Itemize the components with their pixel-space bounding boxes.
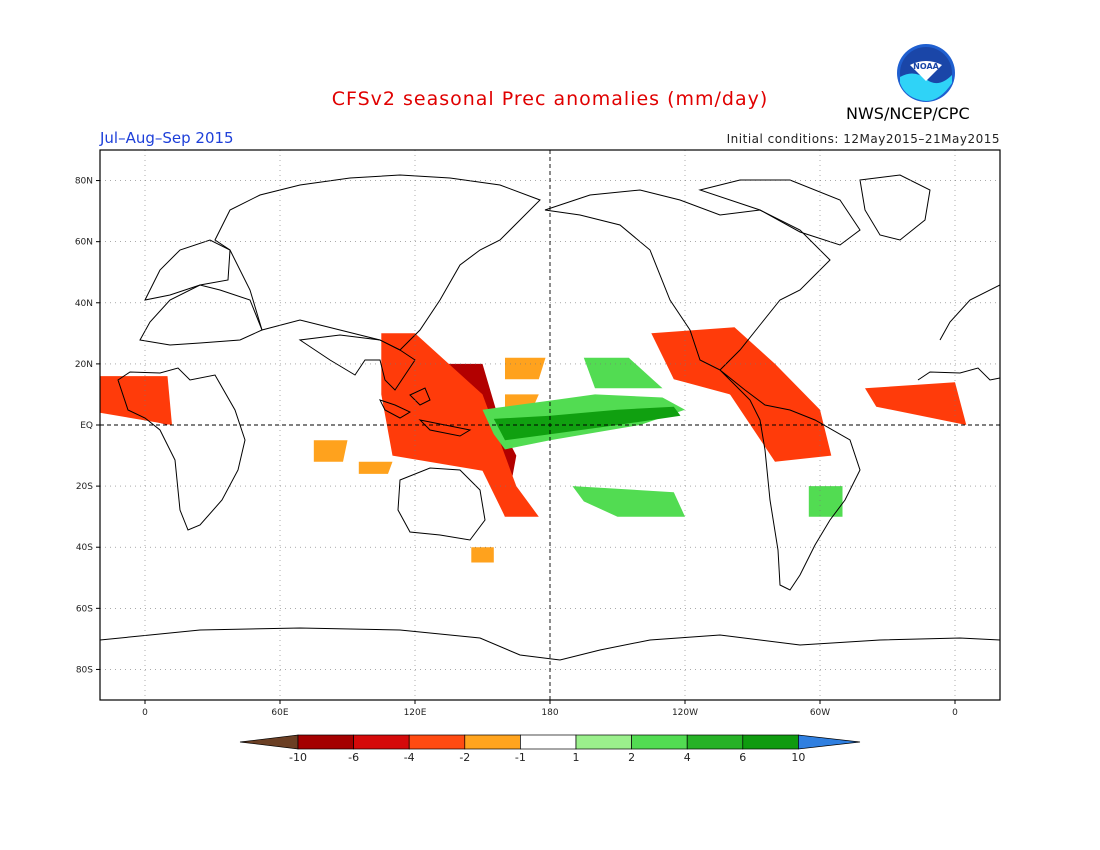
anomaly-region--2-3	[358, 461, 393, 474]
colorbar-segment	[464, 734, 521, 750]
lon-tick-label: 60W	[810, 708, 830, 718]
lat-tick-label: 40S	[76, 543, 93, 553]
lat-tick-label: 60S	[76, 604, 93, 614]
colorbar-label: 6	[739, 751, 746, 764]
lon-tick-label: 180	[541, 708, 558, 718]
anomaly-region-4-1	[583, 357, 663, 389]
anomaly-region-6-0	[493, 406, 681, 441]
lat-tick-label: 20S	[76, 482, 93, 492]
anomaly-region--4-3	[865, 382, 967, 425]
colorbar-label: 10	[791, 751, 805, 764]
lat-tick-label: 80S	[76, 665, 93, 675]
colorbar: -10 -6 -4 -2 -1 1 2 4 6 10	[239, 734, 861, 764]
agency-label: NWS/NCEP/CPC	[846, 104, 970, 123]
lat-tick-label: 20N	[75, 360, 93, 370]
anomaly-regions	[100, 327, 967, 563]
colorbar-label: -10	[289, 751, 307, 764]
anomaly-region--2-0	[505, 357, 546, 380]
axis-labels: 80N 60N 40N 20N EQ 20S 40S 60S 80S 0 60E 120E 180 120…	[75, 177, 958, 718]
noaa-logo-icon: NOAA	[897, 44, 955, 102]
colorbar-label: -1	[515, 751, 526, 764]
colorbar-label: 2	[628, 751, 635, 764]
lon-tick-label: 60E	[271, 708, 288, 718]
lon-tick-label: 0	[952, 708, 958, 718]
grid-lines	[100, 150, 1000, 700]
lon-tick-label: 0	[142, 708, 148, 718]
season-label: Jul–Aug–Sep 2015	[100, 129, 234, 147]
logo-text: NOAA	[913, 62, 939, 71]
colorbar-segment	[686, 734, 744, 750]
lat-tick-label: 80N	[75, 177, 93, 187]
colorbar-label: -6	[348, 751, 359, 764]
colorbar-label: -2	[459, 751, 470, 764]
colorbar-segment	[742, 734, 799, 750]
colorbar-label: -4	[404, 751, 415, 764]
anomaly-region-4-3	[808, 486, 843, 517]
colorbar-segment	[631, 734, 688, 750]
lat-tick-label: 60N	[75, 238, 93, 248]
anomaly-region--4-2	[651, 327, 832, 462]
initial-conditions-label: Initial conditions: 12May2015–21May2015	[726, 132, 1000, 146]
anomaly-region--4-1	[100, 376, 172, 425]
lon-tick-label: 120E	[404, 708, 427, 718]
anomaly-region-4-2	[572, 486, 685, 517]
colorbar-segment	[353, 734, 410, 750]
map-title: CFSv2 seasonal Prec anomalies (mm/day)	[331, 88, 769, 110]
lon-tick-label: 120W	[672, 708, 698, 718]
colorbar-label: 4	[684, 751, 691, 764]
colorbar-segment	[408, 734, 466, 750]
coastlines	[100, 174, 1000, 661]
colorbar-low-arrow	[239, 734, 299, 750]
colorbar-label: 1	[573, 751, 580, 764]
lat-tick-label: EQ	[80, 421, 93, 431]
anomaly-region--2-4	[471, 547, 494, 563]
colorbar-high-arrow	[798, 734, 861, 750]
anomaly-region--2-2	[313, 440, 348, 462]
colorbar-segment	[520, 734, 577, 750]
colorbar-segment	[297, 734, 354, 750]
lat-tick-label: 40N	[75, 299, 93, 309]
colorbar-segment	[575, 734, 632, 750]
